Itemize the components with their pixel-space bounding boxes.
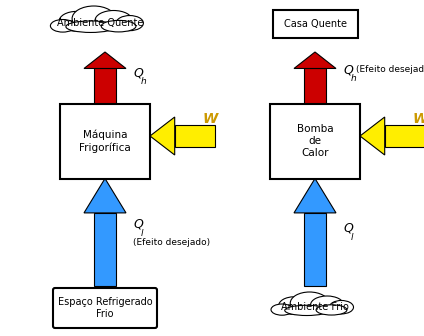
Text: Ambiente Frio: Ambiente Frio — [281, 302, 349, 312]
Text: Q: Q — [343, 63, 353, 76]
Text: Casa Quente: Casa Quente — [284, 19, 346, 29]
Bar — [304, 69, 326, 103]
Polygon shape — [84, 52, 126, 69]
FancyBboxPatch shape — [53, 288, 157, 328]
Polygon shape — [294, 52, 336, 69]
Ellipse shape — [285, 305, 329, 316]
Bar — [60, 103, 150, 178]
Text: Q: Q — [133, 218, 143, 231]
Ellipse shape — [101, 20, 136, 32]
Ellipse shape — [72, 6, 115, 31]
Text: l: l — [141, 229, 143, 238]
Ellipse shape — [329, 300, 354, 314]
Text: Ambiente Quente: Ambiente Quente — [57, 18, 143, 28]
Ellipse shape — [59, 11, 94, 31]
Ellipse shape — [271, 304, 293, 315]
Ellipse shape — [116, 15, 143, 31]
Text: (Efeito desejado): (Efeito desejado) — [356, 65, 424, 74]
Text: Espaço Refrigerado
Frio: Espaço Refrigerado Frio — [58, 297, 152, 319]
Ellipse shape — [279, 297, 310, 314]
Bar — [94, 213, 116, 286]
Text: Q: Q — [133, 66, 143, 79]
Text: Bomba
de
Calor: Bomba de Calor — [297, 124, 333, 158]
Ellipse shape — [95, 10, 132, 30]
Text: h: h — [141, 77, 147, 86]
Bar — [273, 10, 357, 38]
Text: Q: Q — [343, 222, 353, 235]
Text: (Efeito desejado): (Efeito desejado) — [133, 238, 210, 247]
Ellipse shape — [50, 19, 75, 32]
Bar — [385, 125, 424, 147]
Text: W: W — [202, 112, 218, 126]
Polygon shape — [360, 117, 385, 155]
Text: Máquina
Frigorífica: Máquina Frigorífica — [79, 129, 131, 153]
Polygon shape — [294, 178, 336, 213]
Bar — [270, 103, 360, 178]
Bar — [304, 213, 326, 286]
Polygon shape — [84, 178, 126, 213]
Ellipse shape — [311, 296, 343, 313]
Ellipse shape — [290, 292, 329, 314]
Text: l: l — [351, 233, 354, 242]
Ellipse shape — [66, 21, 115, 33]
Bar — [175, 125, 215, 147]
Polygon shape — [150, 117, 175, 155]
Text: W: W — [413, 112, 424, 126]
Bar — [94, 69, 116, 103]
Ellipse shape — [316, 305, 347, 315]
Text: h: h — [351, 74, 357, 83]
